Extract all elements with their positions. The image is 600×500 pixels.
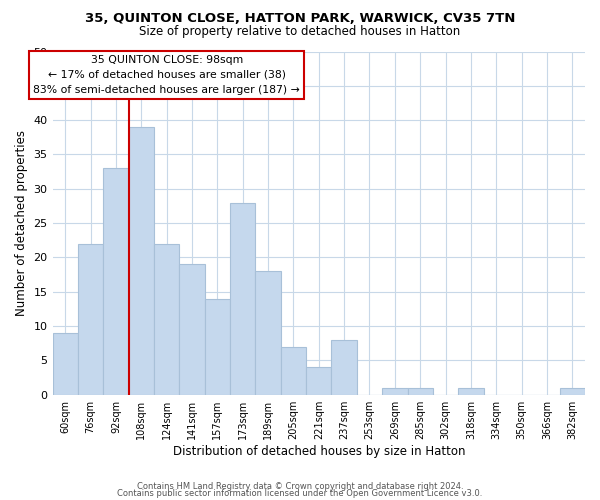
Bar [382,388,407,394]
Bar [230,202,256,394]
Bar [179,264,205,394]
Bar [306,368,331,394]
Bar [78,244,103,394]
Bar [128,127,154,394]
Text: Contains public sector information licensed under the Open Government Licence v3: Contains public sector information licen… [118,490,482,498]
Y-axis label: Number of detached properties: Number of detached properties [15,130,28,316]
Text: 35 QUINTON CLOSE: 98sqm
← 17% of detached houses are smaller (38)
83% of semi-de: 35 QUINTON CLOSE: 98sqm ← 17% of detache… [33,55,300,94]
Bar [53,333,78,394]
Bar [256,271,281,394]
Bar [458,388,484,394]
Bar [560,388,585,394]
Text: 35, QUINTON CLOSE, HATTON PARK, WARWICK, CV35 7TN: 35, QUINTON CLOSE, HATTON PARK, WARWICK,… [85,12,515,26]
Text: Contains HM Land Registry data © Crown copyright and database right 2024.: Contains HM Land Registry data © Crown c… [137,482,463,491]
Bar [154,244,179,394]
Text: Size of property relative to detached houses in Hatton: Size of property relative to detached ho… [139,25,461,38]
X-axis label: Distribution of detached houses by size in Hatton: Distribution of detached houses by size … [173,444,465,458]
Bar [205,298,230,394]
Bar [331,340,357,394]
Bar [281,346,306,395]
Bar [103,168,128,394]
Bar [407,388,433,394]
